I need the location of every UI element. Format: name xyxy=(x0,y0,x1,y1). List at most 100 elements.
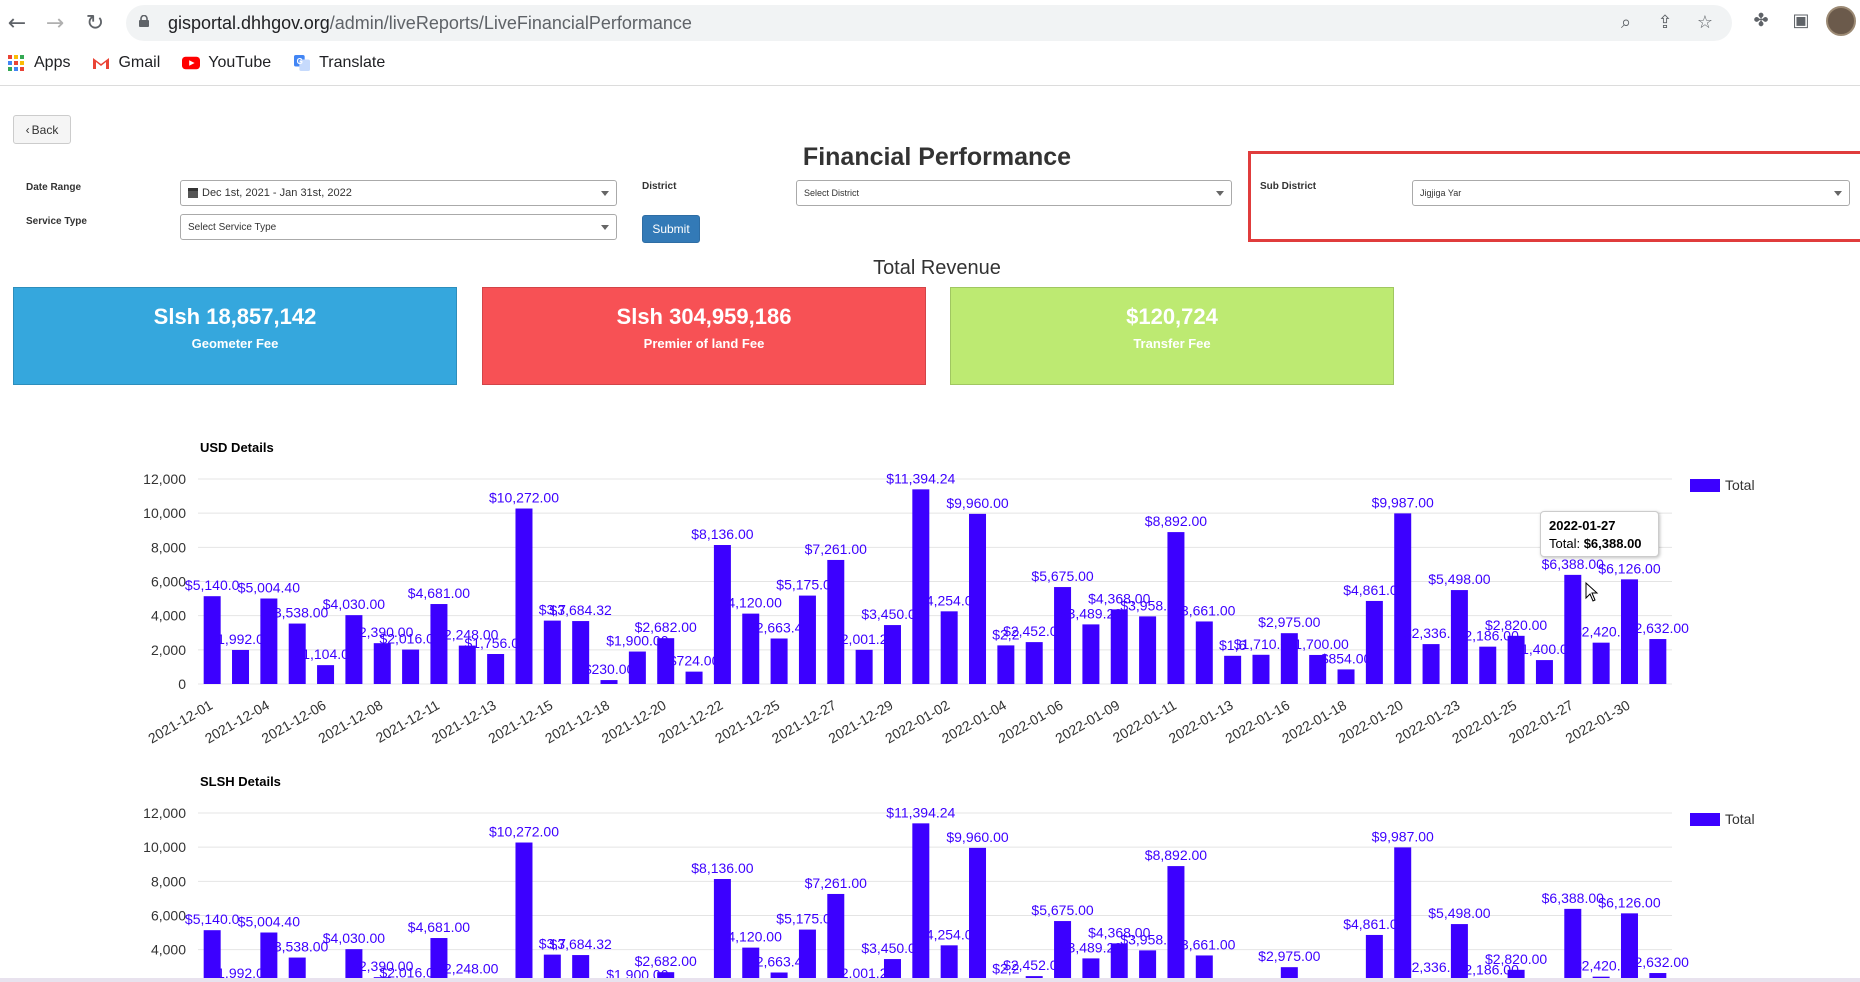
data-label: $3,489.20 xyxy=(1060,605,1122,621)
data-label: $4,861.00 xyxy=(1343,582,1405,598)
data-label: $2,682.00 xyxy=(635,953,697,969)
bookmark-gmail[interactable]: Gmail xyxy=(92,54,160,72)
bar xyxy=(1649,973,1667,982)
y-tick-label: 6,000 xyxy=(151,574,186,590)
data-label: $2,632.00 xyxy=(1627,620,1689,636)
bar xyxy=(827,893,845,982)
data-label: $4,120.00 xyxy=(720,595,782,611)
data-label: $2,001.20 xyxy=(833,965,895,981)
bar xyxy=(940,611,958,684)
bar xyxy=(1082,624,1100,684)
data-label: $2,390.00 xyxy=(351,624,413,640)
bar xyxy=(232,649,250,684)
chevron-down-icon xyxy=(601,191,609,196)
x-tick-label: 2021-12-08 xyxy=(315,697,385,747)
y-tick-label: 8,000 xyxy=(151,539,186,555)
data-label: $230.00 xyxy=(584,661,635,677)
chevron-down-icon xyxy=(1216,191,1224,196)
geometer-fee-card: Slsh 18,857,142 Geometer Fee xyxy=(13,287,457,385)
bar xyxy=(883,959,901,982)
date-range-picker[interactable]: Dec 1st, 2021 - Jan 31st, 2022 xyxy=(180,180,617,206)
bookmark-translate[interactable]: G Translate xyxy=(293,54,385,72)
bar xyxy=(1564,908,1582,982)
bar xyxy=(1110,609,1128,684)
reload-icon[interactable]: ↻ xyxy=(85,10,105,36)
bookmark-star-icon[interactable]: ☆ xyxy=(1696,12,1714,33)
data-label: $3,489.20 xyxy=(1060,939,1122,955)
zoom-icon[interactable]: ⌕ xyxy=(1620,12,1632,33)
usd-bar-chart: 0 2,000 4,000 6,000 8,000 10,000 12,000 $5,140.… xyxy=(143,470,1755,747)
back-button-label: Back xyxy=(31,122,59,137)
bar xyxy=(742,947,760,982)
bar xyxy=(1167,866,1185,982)
service-type-select[interactable]: Select Service Type xyxy=(180,214,617,240)
bar xyxy=(685,671,703,684)
url-text: gisportal.dhhgov.org/admin/liveReports/L… xyxy=(168,13,692,34)
bar xyxy=(1195,621,1213,684)
legend-label: Total xyxy=(1725,477,1755,493)
data-label: $3,538.00 xyxy=(266,939,328,955)
data-label: $5,140.0 xyxy=(185,577,240,593)
y-tick-label: 12,000 xyxy=(143,805,186,821)
tooltip-value: $6,388.00 xyxy=(1583,536,1642,551)
profile-avatar[interactable] xyxy=(1826,6,1856,36)
submit-button[interactable]: Submit xyxy=(642,215,700,243)
address-bar[interactable]: gisportal.dhhgov.org/admin/liveReports/L… xyxy=(126,5,1732,41)
data-label: $2,820.00 xyxy=(1485,951,1547,967)
data-label: $3,7 xyxy=(539,936,566,952)
data-label: $9,960.00 xyxy=(946,829,1008,845)
data-label: $6,388.00 xyxy=(1542,890,1604,906)
data-label: $6,388.00 xyxy=(1542,556,1604,572)
data-label: $2,2 xyxy=(992,960,1019,976)
tooltip-date: 2022-01-27 xyxy=(1549,518,1616,533)
x-tick-label: 2022-01-30 xyxy=(1563,697,1633,747)
service-type-value: Select Service Type xyxy=(188,221,277,233)
legend-label: Total xyxy=(1725,811,1755,827)
district-select[interactable]: Select District xyxy=(796,180,1232,206)
data-label: $2,248.00 xyxy=(436,627,498,643)
data-label: $1,992.00 xyxy=(209,631,271,647)
bar xyxy=(1564,574,1582,684)
data-label: $724.00 xyxy=(669,653,720,669)
back-button[interactable]: ‹ Back xyxy=(13,115,71,144)
district-value: Select District xyxy=(804,188,860,198)
bar xyxy=(1365,600,1383,684)
bar xyxy=(1309,654,1327,684)
bookmark-label: Gmail xyxy=(118,54,161,71)
data-label: $2,452.00 xyxy=(1003,623,1065,639)
usd-chart-title: USD Details xyxy=(200,440,274,455)
sub-district-label: Sub District xyxy=(1260,181,1317,192)
bar xyxy=(1592,642,1610,684)
sub-district-select[interactable]: Jigjiga Yar xyxy=(1412,180,1850,206)
chevron-left-icon: ‹ xyxy=(25,122,30,137)
bookmark-apps[interactable]: Apps xyxy=(0,54,70,72)
bar xyxy=(543,620,561,684)
data-label: $3,7 xyxy=(539,602,566,618)
data-label: $4,681.00 xyxy=(408,919,470,935)
forward-arrow-icon[interactable]: → xyxy=(45,10,65,36)
bar xyxy=(1139,950,1157,982)
legend-swatch xyxy=(1690,813,1720,826)
extensions-puzzle-icon[interactable]: ✤ xyxy=(1753,10,1769,31)
back-arrow-icon[interactable]: ← xyxy=(7,10,27,36)
bookmark-youtube[interactable]: YouTube xyxy=(182,54,271,72)
youtube-icon xyxy=(182,56,201,70)
data-label: $2,336.0 xyxy=(1404,959,1459,975)
data-label: $2,186.00 xyxy=(1457,628,1519,644)
bar xyxy=(1054,921,1072,982)
bar xyxy=(1620,913,1638,982)
data-label: $11,394.24 xyxy=(886,804,955,820)
y-tick-label: 4,000 xyxy=(151,608,186,624)
tooltip-label: Total: xyxy=(1549,536,1581,551)
data-label: $2,975.00 xyxy=(1258,614,1320,630)
bar xyxy=(600,680,618,684)
data-label: $2,682.00 xyxy=(635,619,697,635)
bar xyxy=(515,508,533,684)
side-panel-icon[interactable]: ▣ xyxy=(1792,10,1810,31)
lock-icon xyxy=(139,15,149,27)
data-label: $1,900.00 xyxy=(606,633,668,649)
bar xyxy=(1110,943,1128,982)
data-label: $1,6 xyxy=(1219,637,1246,653)
share-icon[interactable]: ⇪ xyxy=(1657,12,1673,33)
data-label: $10,272.00 xyxy=(489,490,559,506)
